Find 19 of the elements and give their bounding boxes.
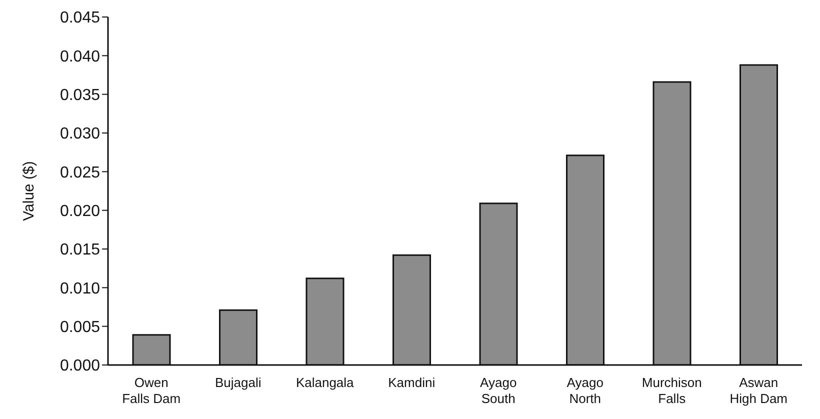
x-tick-label: Kalangala xyxy=(296,375,355,390)
y-tick-label: 0.015 xyxy=(60,242,100,259)
y-tick-label: 0.000 xyxy=(60,358,100,375)
x-tick-label: Aswan High Dam xyxy=(730,375,788,406)
y-axis-title: Value ($) xyxy=(20,161,38,221)
y-tick-label: 0.005 xyxy=(60,319,100,336)
y-tick-label: 0.025 xyxy=(60,164,100,182)
y-tick-label: 0.030 xyxy=(60,126,100,143)
x-tick-label: Bujagali xyxy=(214,375,262,390)
x-tick-label: Murchison Falls xyxy=(642,375,702,406)
y-tick-label: 0.010 xyxy=(60,280,100,298)
x-tick-label: Ayago North xyxy=(566,375,604,406)
x-tick-label: Owen Falls Dam xyxy=(122,375,181,406)
y-tick-label: 0.020 xyxy=(60,203,100,220)
y-tick-label: 0.040 xyxy=(60,48,100,66)
y-tick-label: 0.045 xyxy=(60,10,100,27)
x-tick-label: Kamdini xyxy=(388,375,436,390)
y-tick-label: 0.035 xyxy=(60,87,100,104)
x-tick-label: Ayago South xyxy=(480,375,517,406)
